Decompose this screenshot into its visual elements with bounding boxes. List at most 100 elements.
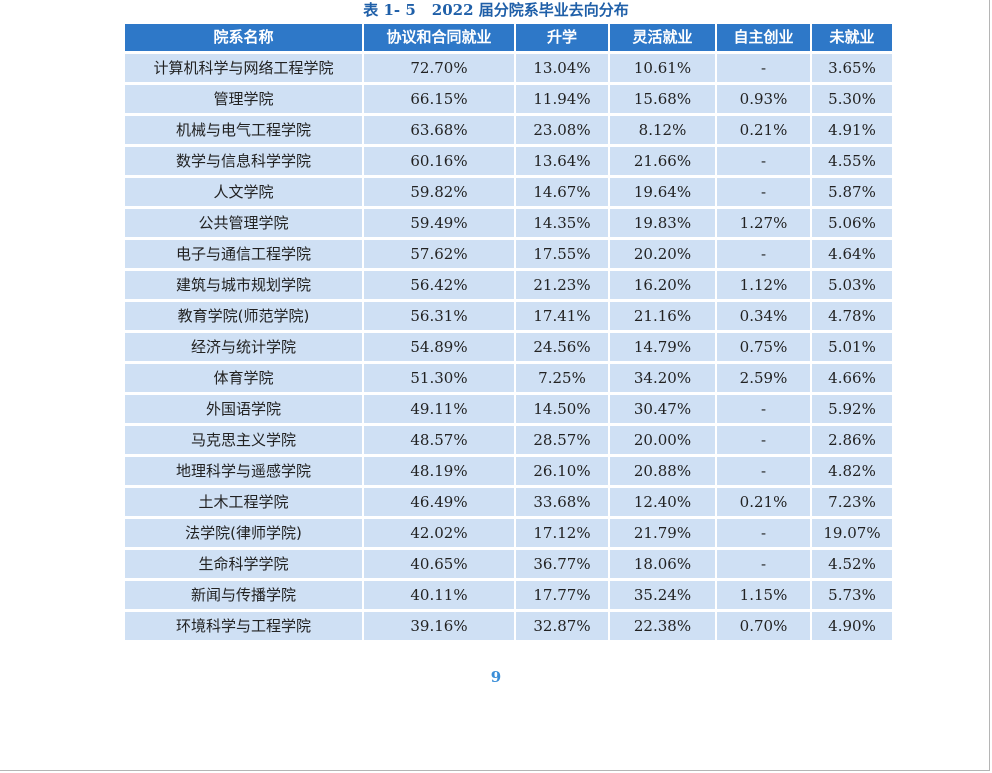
further-study-cell: 36.77% <box>516 550 608 578</box>
self-employment-cell: 0.21% <box>717 116 810 144</box>
further-study-cell: 33.68% <box>516 488 608 516</box>
contract-employment-cell: 46.49% <box>364 488 514 516</box>
self-employment-cell: 0.21% <box>717 488 810 516</box>
contract-employment-cell: 39.16% <box>364 612 514 640</box>
contract-employment-cell: 48.57% <box>364 426 514 454</box>
unemployed-cell: 4.91% <box>812 116 892 144</box>
unemployed-cell: 4.82% <box>812 457 892 485</box>
self-employment-cell: 1.15% <box>717 581 810 609</box>
unemployed-cell: 5.30% <box>812 85 892 113</box>
contract-employment-cell: 66.15% <box>364 85 514 113</box>
table-row: 管理学院 66.15% 11.94% 15.68% 0.93% 5.30% <box>125 85 892 113</box>
table-row: 数学与信息科学学院 60.16% 13.64% 21.66% -4.55% <box>125 147 892 175</box>
further-study-cell: 23.08% <box>516 116 608 144</box>
unemployed-cell: 4.52% <box>812 550 892 578</box>
department-name-cell: 经济与统计学院 <box>125 333 362 361</box>
contract-employment-cell: 40.65% <box>364 550 514 578</box>
self-employment-cell: 1.12% <box>717 271 810 299</box>
table-row: 人文学院 59.82% 14.67% 19.64% -5.87% <box>125 178 892 206</box>
department-name-cell: 公共管理学院 <box>125 209 362 237</box>
further-study-cell: 21.23% <box>516 271 608 299</box>
unemployed-cell: 5.03% <box>812 271 892 299</box>
contract-employment-cell: 63.68% <box>364 116 514 144</box>
table-row: 生命科学学院 40.65% 36.77% 18.06% -4.52% <box>125 550 892 578</box>
table-row: 经济与统计学院 54.89% 24.56% 14.79% 0.75% 5.01% <box>125 333 892 361</box>
column-header-unemployed: 未就业 <box>812 24 892 51</box>
self-employment-cell: 0.70% <box>717 612 810 640</box>
table-title: 2022 届分院系毕业去向分布 <box>431 1 629 19</box>
department-name-cell: 管理学院 <box>125 85 362 113</box>
header-row: 院系名称 协议和合同就业 升学 灵活就业 自主创业 未就业 <box>125 24 892 51</box>
table-caption: 表 1- 5 2022 届分院系毕业去向分布 <box>0 0 992 20</box>
unemployed-cell: 5.06% <box>812 209 892 237</box>
flexible-employment-cell: 16.20% <box>610 271 715 299</box>
table-row: 体育学院 51.30% 7.25% 34.20% 2.59% 4.66% <box>125 364 892 392</box>
self-employment-cell: 1.27% <box>717 209 810 237</box>
further-study-cell: 17.77% <box>516 581 608 609</box>
flexible-employment-cell: 19.64% <box>610 178 715 206</box>
contract-employment-cell: 72.70% <box>364 54 514 82</box>
department-name-cell: 环境科学与工程学院 <box>125 612 362 640</box>
department-name-cell: 地理科学与遥感学院 <box>125 457 362 485</box>
department-name-cell: 土木工程学院 <box>125 488 362 516</box>
table-row: 环境科学与工程学院 39.16% 32.87% 22.38% 0.70% 4.90% <box>125 612 892 640</box>
self-employment-cell: 0.75% <box>717 333 810 361</box>
further-study-cell: 14.67% <box>516 178 608 206</box>
flexible-employment-cell: 20.00% <box>610 426 715 454</box>
further-study-cell: 13.64% <box>516 147 608 175</box>
graduation-destination-table: 院系名称 协议和合同就业 升学 灵活就业 自主创业 未就业 计算机科学与网络工程学院 72.… <box>123 21 894 643</box>
unemployed-cell: 5.92% <box>812 395 892 423</box>
flexible-employment-cell: 8.12% <box>610 116 715 144</box>
flexible-employment-cell: 10.61% <box>610 54 715 82</box>
self-employment-cell: - <box>717 550 810 578</box>
flexible-employment-cell: 18.06% <box>610 550 715 578</box>
contract-employment-cell: 49.11% <box>364 395 514 423</box>
department-name-cell: 数学与信息科学学院 <box>125 147 362 175</box>
further-study-cell: 14.35% <box>516 209 608 237</box>
flexible-employment-cell: 30.47% <box>610 395 715 423</box>
column-header-flexible-employment: 灵活就业 <box>610 24 715 51</box>
further-study-cell: 11.94% <box>516 85 608 113</box>
table-row: 法学院(律师学院) 42.02% 17.12% 21.79% -19.07% <box>125 519 892 547</box>
further-study-cell: 26.10% <box>516 457 608 485</box>
table-row: 教育学院(师范学院) 56.31% 17.41% 21.16% 0.34% 4.78% <box>125 302 892 330</box>
table-body: 计算机科学与网络工程学院 72.70% 13.04% 10.61% -3.65% 管理学院… <box>125 54 892 640</box>
column-header-further-study: 升学 <box>516 24 608 51</box>
department-name-cell: 建筑与城市规划学院 <box>125 271 362 299</box>
self-employment-cell: 0.93% <box>717 85 810 113</box>
unemployed-cell: 4.78% <box>812 302 892 330</box>
department-name-cell: 人文学院 <box>125 178 362 206</box>
self-employment-cell: - <box>717 395 810 423</box>
department-name-cell: 计算机科学与网络工程学院 <box>125 54 362 82</box>
unemployed-cell: 2.86% <box>812 426 892 454</box>
column-header-department: 院系名称 <box>125 24 362 51</box>
self-employment-cell: - <box>717 426 810 454</box>
unemployed-cell: 7.23% <box>812 488 892 516</box>
department-name-cell: 新闻与传播学院 <box>125 581 362 609</box>
unemployed-cell: 3.65% <box>812 54 892 82</box>
unemployed-cell: 4.64% <box>812 240 892 268</box>
department-name-cell: 法学院(律师学院) <box>125 519 362 547</box>
further-study-cell: 14.50% <box>516 395 608 423</box>
self-employment-cell: 0.34% <box>717 302 810 330</box>
flexible-employment-cell: 19.83% <box>610 209 715 237</box>
flexible-employment-cell: 21.16% <box>610 302 715 330</box>
unemployed-cell: 5.73% <box>812 581 892 609</box>
department-name-cell: 电子与通信工程学院 <box>125 240 362 268</box>
flexible-employment-cell: 20.88% <box>610 457 715 485</box>
unemployed-cell: 4.66% <box>812 364 892 392</box>
contract-employment-cell: 40.11% <box>364 581 514 609</box>
contract-employment-cell: 54.89% <box>364 333 514 361</box>
flexible-employment-cell: 34.20% <box>610 364 715 392</box>
department-name-cell: 外国语学院 <box>125 395 362 423</box>
contract-employment-cell: 48.19% <box>364 457 514 485</box>
flexible-employment-cell: 20.20% <box>610 240 715 268</box>
further-study-cell: 17.55% <box>516 240 608 268</box>
further-study-cell: 17.41% <box>516 302 608 330</box>
department-name-cell: 体育学院 <box>125 364 362 392</box>
unemployed-cell: 5.01% <box>812 333 892 361</box>
unemployed-cell: 19.07% <box>812 519 892 547</box>
further-study-cell: 24.56% <box>516 333 608 361</box>
contract-employment-cell: 56.42% <box>364 271 514 299</box>
column-header-contract-employment: 协议和合同就业 <box>364 24 514 51</box>
